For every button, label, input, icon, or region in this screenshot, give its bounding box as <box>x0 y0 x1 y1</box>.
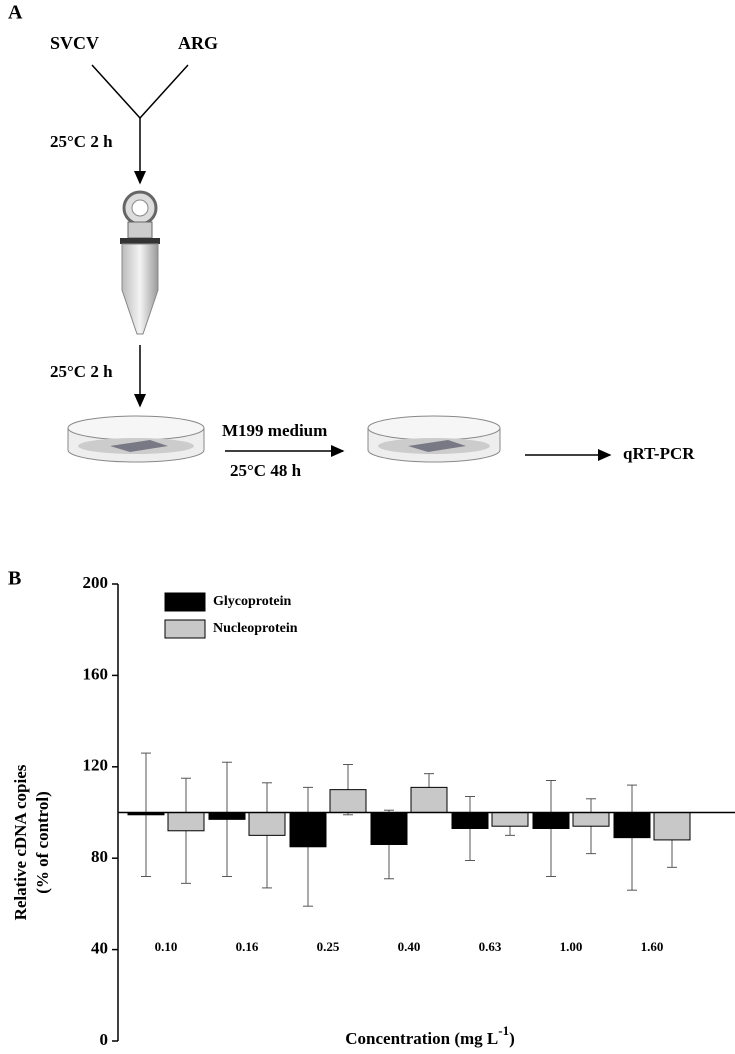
legend-swatch <box>164 592 206 612</box>
y-tick-label: 160 <box>83 664 109 683</box>
y-tick-label: 120 <box>83 756 109 775</box>
x-axis-label: Concentration (mg L-1) <box>345 1023 515 1047</box>
step-label: 25°C 2 h <box>50 362 113 381</box>
y-label-line: Relative cDNA copies <box>11 764 30 920</box>
x-tick-label: 0.40 <box>398 939 421 954</box>
legend-swatch <box>164 619 206 639</box>
y-tick-label: 80 <box>91 847 108 866</box>
input-label: SVCV <box>50 33 99 53</box>
medium-label: M199 medium <box>222 421 327 440</box>
bar <box>613 812 651 839</box>
output-label: qRT-PCR <box>623 444 695 463</box>
input-label: ARG <box>178 33 218 53</box>
panel-b: B 0 40 80 120 160 200 Relative cDNA copies (% o… <box>8 568 735 1049</box>
x-tick-label: 0.16 <box>236 939 259 954</box>
panel-label: B <box>8 568 21 590</box>
bar <box>208 812 246 820</box>
y-tick-label: 0 <box>100 1030 109 1049</box>
legend-label: Nucleoprotein <box>213 621 298 636</box>
y-tick-label: 200 <box>83 573 109 592</box>
bar <box>532 812 570 829</box>
bar <box>653 812 691 841</box>
x-tick-label: 0.10 <box>155 939 178 954</box>
dish <box>367 415 501 463</box>
x-tick-label: 1.60 <box>641 939 664 954</box>
panel-a: A SVCV ARG 25°C 2 h 25°C 2 h M199 medium… <box>8 2 695 480</box>
x-label-part: ) <box>509 1029 515 1048</box>
tube <box>120 190 160 335</box>
bar <box>572 812 610 827</box>
merge-lines <box>91 64 189 120</box>
x-tick-label: 0.63 <box>479 939 502 954</box>
bar <box>410 786 448 813</box>
bar <box>329 789 367 814</box>
y-axis-label: Relative cDNA copies (% of control) <box>11 764 52 920</box>
bar <box>451 812 489 829</box>
panel-label: A <box>8 2 23 24</box>
y-label-line: (% of control) <box>33 791 52 894</box>
step-label: 25°C 2 h <box>50 132 113 151</box>
step-label: 25°C 48 h <box>230 461 302 480</box>
x-tick-label: 1.00 <box>560 939 583 954</box>
x-tick-label: 0.25 <box>317 939 340 954</box>
legend-label: Glycoprotein <box>213 594 292 609</box>
dish <box>67 415 205 463</box>
y-tick-label: 40 <box>91 939 108 958</box>
bar <box>248 812 286 836</box>
bar <box>167 812 205 832</box>
bar <box>370 812 408 845</box>
bar <box>491 812 529 827</box>
bar <box>289 812 327 848</box>
x-label-part: -1 <box>498 1023 509 1038</box>
x-label-part: Concentration (mg L <box>345 1029 498 1048</box>
